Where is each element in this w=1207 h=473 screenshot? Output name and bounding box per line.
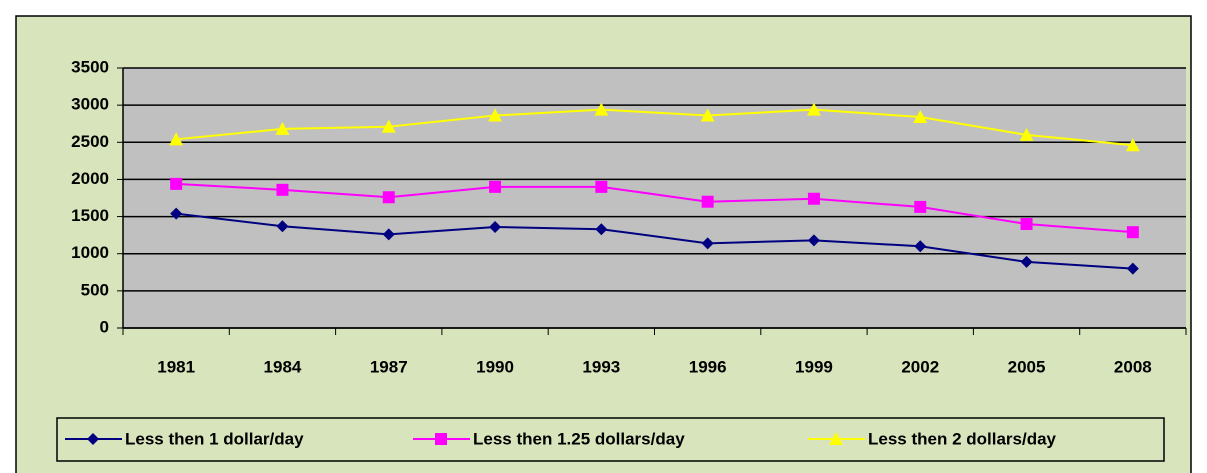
marker — [1020, 255, 1033, 268]
x-tick-label: 1984 — [264, 357, 302, 376]
y-tick-label: 3000 — [71, 95, 109, 114]
marker — [382, 228, 395, 241]
marker — [807, 192, 820, 205]
x-tick-label: 2008 — [1114, 357, 1152, 376]
marker — [594, 102, 609, 116]
legend-label: Less then 2 dollars/day — [868, 429, 1057, 448]
marker — [276, 183, 289, 196]
marker — [276, 220, 289, 233]
series-line — [176, 108, 1133, 147]
marker — [1020, 218, 1033, 230]
marker — [914, 200, 927, 213]
marker — [701, 237, 714, 250]
marker — [87, 433, 99, 445]
x-tick-label: 2005 — [1008, 357, 1046, 376]
marker — [488, 108, 503, 122]
marker — [806, 102, 821, 116]
x-tick-label: 1996 — [689, 357, 727, 376]
marker — [489, 180, 502, 193]
y-tick-label: 3500 — [71, 57, 109, 76]
series-line — [176, 212, 1133, 270]
marker — [381, 119, 396, 133]
y-tick-label: 2500 — [71, 132, 109, 151]
y-tick-label: 1000 — [71, 243, 109, 262]
marker — [170, 177, 183, 190]
marker — [275, 121, 290, 135]
series-line — [176, 182, 1133, 234]
legend-box — [56, 417, 1165, 462]
marker — [595, 223, 608, 236]
marker — [829, 432, 843, 445]
legend-label: Less then 1.25 dollars/day — [473, 429, 685, 448]
marker — [701, 195, 714, 208]
marker — [807, 234, 820, 247]
marker — [700, 108, 715, 122]
x-tick-label: 1990 — [476, 357, 514, 376]
marker — [169, 132, 184, 146]
marker — [1126, 262, 1139, 275]
y-tick-label: 500 — [81, 280, 109, 299]
marker — [170, 207, 183, 220]
marker — [1126, 226, 1139, 239]
y-tick-label: 2000 — [71, 169, 109, 188]
x-tick-label: 1987 — [370, 357, 408, 376]
x-tick-label: 1993 — [582, 357, 620, 376]
marker — [913, 110, 928, 124]
y-tick-label: 1500 — [71, 206, 109, 225]
x-tick-label: 1981 — [157, 357, 195, 376]
marker — [914, 240, 927, 253]
marker — [435, 433, 447, 445]
legend-label: Less then 1 dollar/day — [125, 429, 304, 448]
x-tick-label: 2002 — [901, 357, 939, 376]
y-tick-label: 0 — [100, 317, 109, 336]
marker — [1019, 127, 1034, 141]
x-tick-label: 1999 — [795, 357, 833, 376]
plot-area — [123, 68, 1186, 328]
marker — [382, 191, 395, 204]
marker — [595, 180, 608, 193]
marker — [1125, 138, 1140, 152]
marker — [489, 220, 502, 233]
